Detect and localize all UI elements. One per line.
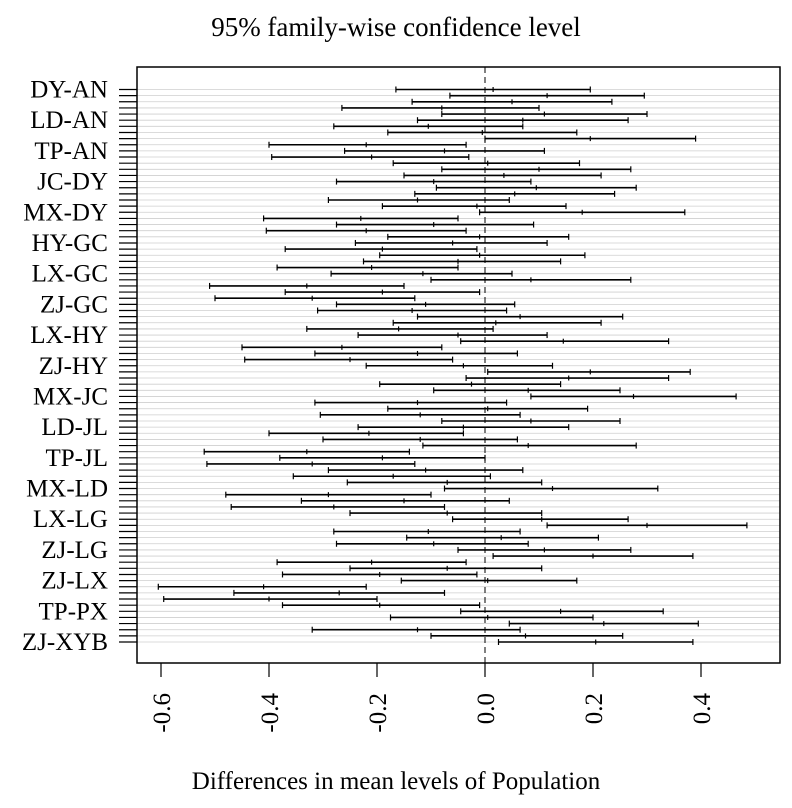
y-tick-label: MX-LD [26,476,108,503]
y-tick-label: TP-JL [46,445,109,472]
confidence-intervals [157,86,748,645]
x-tick-label: 0.0 [473,693,500,724]
y-tick-label: MX-DY [23,199,108,226]
y-tick-label: ZJ-HY [39,353,108,380]
y-tick-label: ZJ-LG [41,537,108,564]
y-tick-label: JC-DY [37,169,108,196]
plot-frame [136,66,781,664]
y-tick-label: TP-AN [34,138,108,165]
y-tick-label: LD-JL [41,414,108,441]
x-tick-label: -0.6 [149,693,176,733]
y-tick-label: LD-AN [30,107,108,134]
y-tick-label: MX-JC [33,383,108,410]
x-tick-label: 0.2 [581,693,608,724]
y-tick-label: DY-AN [30,77,108,104]
y-tick-label: ZJ-GC [40,291,108,318]
x-tick-label: -0.2 [365,693,392,733]
y-tick-label: ZJ-XYB [22,629,108,656]
x-axis-label: Differences in mean levels of Population [191,768,601,795]
axes: DY-AN LD-AN TP-AN JC-DY MX-DY HY-GC LX-GC ZJ-GC… [22,67,716,733]
y-tick-label: HY-GC [32,230,108,257]
y-tick-label: TP-PX [39,598,108,625]
y-tick-label: ZJ-LX [41,568,108,595]
y-tick-label: LX-HY [30,322,108,349]
x-tick-label: 0.4 [689,693,716,725]
chart-title: 95% family-wise confidence level [211,12,581,42]
x-tick-label: -0.4 [257,693,284,733]
y-tick-label: LX-GC [32,261,108,288]
y-tick-label: LX-LG [33,506,108,533]
